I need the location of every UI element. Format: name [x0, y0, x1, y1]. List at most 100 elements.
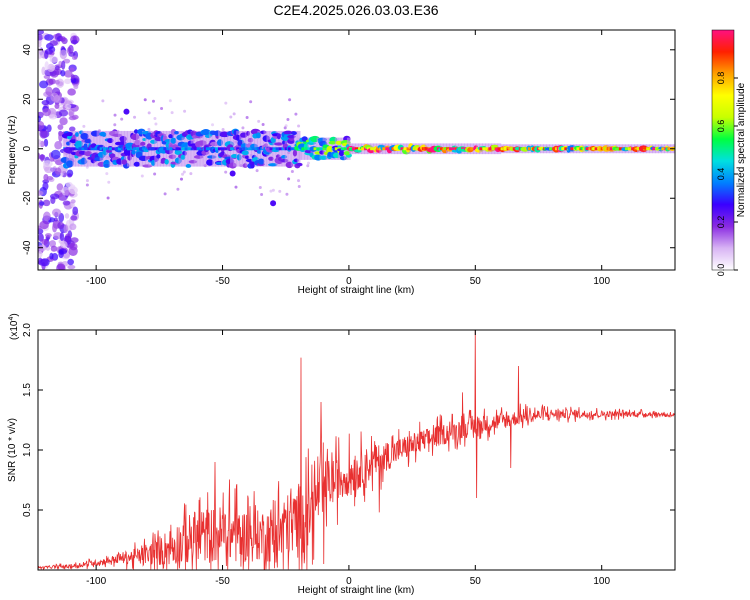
spectrogram-ridge-core	[415, 147, 420, 151]
spectrogram-ridge-blob	[133, 161, 141, 167]
spectrogram-noise-blob	[63, 58, 71, 64]
spectrogram-ridge-core	[75, 147, 80, 151]
spectrogram-ridge-core	[373, 147, 377, 151]
spectrogram-ridge-core	[328, 147, 333, 151]
spectrogram-scatter-dot	[105, 172, 109, 176]
spectrogram-ridge-core	[284, 147, 289, 151]
spectrogram-ridge-core	[570, 147, 574, 151]
spectrogram-scatter-dot	[257, 119, 261, 123]
spectrogram-noise-blob	[39, 128, 48, 139]
spectrogram-noise-blob	[50, 245, 58, 252]
spectrogram-noise-blob	[53, 68, 63, 76]
spectrogram-ridge-core	[609, 147, 614, 151]
spectrogram-ridge-blob	[180, 154, 186, 160]
spectrogram-scatter-dot	[113, 113, 117, 117]
spectrogram-scatter-dot	[106, 196, 110, 200]
spectrogram-ridge-blob	[291, 131, 297, 136]
spectrogram-ridge-blob	[283, 130, 293, 135]
spectrogram-noise-blob	[38, 30, 45, 35]
spectrogram-ridge-blob	[103, 163, 111, 168]
spectrogram-ridge-core	[84, 147, 89, 151]
spectrogram-scatter-dot	[297, 124, 301, 128]
spectrogram-noise-blob	[45, 86, 53, 96]
colorbar-label: Normalized spectral amplitude	[736, 82, 747, 217]
spectrogram-ridge-blob	[74, 132, 80, 137]
spectrogram-ridge-blob	[201, 129, 211, 136]
spectrogram-ridge-core	[334, 147, 339, 151]
spectrogram-ridge-core	[445, 147, 450, 151]
spectrogram-noise-blob	[49, 56, 59, 63]
spectrogram-ridge-blob	[66, 160, 74, 168]
spectrogram-noise-blob	[67, 173, 73, 178]
colorbar-tick-label: 0.4	[716, 168, 726, 181]
spectrogram-ridge-core	[316, 147, 321, 151]
spectrogram-marks	[38, 30, 675, 270]
spectrogram-y-tick-label: -40	[22, 240, 33, 255]
spectrogram-ridge-core	[130, 147, 134, 151]
spectrogram-scatter-dot	[269, 189, 273, 193]
spectrogram-ridge-core	[145, 147, 149, 151]
snr-series-line	[38, 330, 675, 570]
spectrogram-noise-blob	[49, 252, 54, 260]
spectrogram-ridge-core	[661, 147, 665, 151]
spectrogram-noise-blob	[48, 114, 58, 120]
spectrogram-ridge-blob	[84, 139, 92, 144]
spectrogram-scatter-dot	[245, 115, 249, 119]
spectrogram-ridge-core	[78, 147, 83, 151]
spectrogram-ridge-core	[166, 147, 171, 151]
spectrogram-ridge-core	[175, 147, 180, 151]
spectrogram-isolated-point	[270, 200, 277, 207]
colorbar-gradient	[712, 30, 734, 270]
spectrogram-x-ticks: -100 -50 0 50 100	[86, 30, 610, 287]
spectrogram-ridge-core	[126, 147, 131, 151]
spectrogram-ridge-core	[278, 147, 283, 151]
snr-y-label: SNR (10 * v/v)	[7, 418, 18, 482]
spectrogram-noise-blob	[68, 44, 74, 54]
spectrogram-scatter-dot	[249, 100, 253, 104]
spectrogram-ridge-core	[117, 147, 122, 151]
spectrogram-ridge-core	[99, 147, 104, 151]
spectrogram-noise-blob	[44, 61, 49, 71]
spectrogram-ridge-core	[382, 147, 386, 151]
colorbar-frame	[711, 29, 735, 271]
spectrogram-scatter-dot	[133, 115, 137, 119]
spectrogram-noise-blob	[53, 217, 58, 222]
spectrogram-noise-blob	[42, 182, 49, 191]
spectrogram-ridge-core	[652, 147, 656, 151]
spectrogram-noise-blob	[39, 80, 49, 89]
spectrogram-ridge-core	[313, 147, 318, 151]
spectrogram-scatter-dot	[258, 185, 262, 189]
spectrogram-ridge-core	[364, 147, 368, 151]
spectrogram-noise-blob	[68, 115, 77, 121]
spectrogram-ridge-core	[385, 147, 389, 151]
snr-panel: -100 -50 0 50 100 0.5 1.0 1.5 2.0 Height of str…	[7, 313, 676, 596]
spectrogram-noise-blob	[38, 115, 42, 123]
spectrogram-noise-blob	[41, 66, 46, 76]
spectrogram-noise-blob	[70, 199, 76, 204]
spectrogram-noise-blob	[53, 95, 62, 104]
spectrogram-scatter-dot	[183, 109, 187, 113]
spectrogram-ridge-blob	[174, 131, 179, 135]
spectrogram-noise-blob	[43, 173, 49, 181]
spectrogram-ridge-core	[290, 147, 295, 151]
spectrogram-ridge-core	[230, 147, 234, 151]
spectrogram-ridge-blob	[268, 163, 278, 167]
spectrogram-ridge-core	[136, 147, 140, 151]
spectrogram-ridge-core	[178, 147, 183, 151]
spectrogram-scatter-dot	[151, 99, 155, 103]
spectrogram-scatter-dot	[234, 185, 238, 189]
spectrogram-scatter-dot	[288, 98, 292, 102]
spectrogram-ridge-core	[90, 147, 95, 151]
spectrogram-ridge-core	[403, 147, 408, 151]
spectrogram-ridge-blob	[256, 150, 262, 154]
spectrogram-noise-blob	[60, 240, 68, 249]
spectrogram-ridge-core	[491, 147, 496, 151]
spectrogram-ridge-core	[81, 147, 86, 151]
spectrogram-ridge-core	[272, 147, 277, 151]
spectrogram-noise-blob	[54, 167, 62, 175]
spectrogram-noise-blob	[69, 67, 75, 73]
spectrogram-ridge-core	[667, 147, 672, 151]
spectrogram-ridge-core	[205, 147, 210, 151]
spectrogram-ridge-core	[618, 147, 623, 151]
spectrogram-noise-blob	[59, 36, 66, 42]
